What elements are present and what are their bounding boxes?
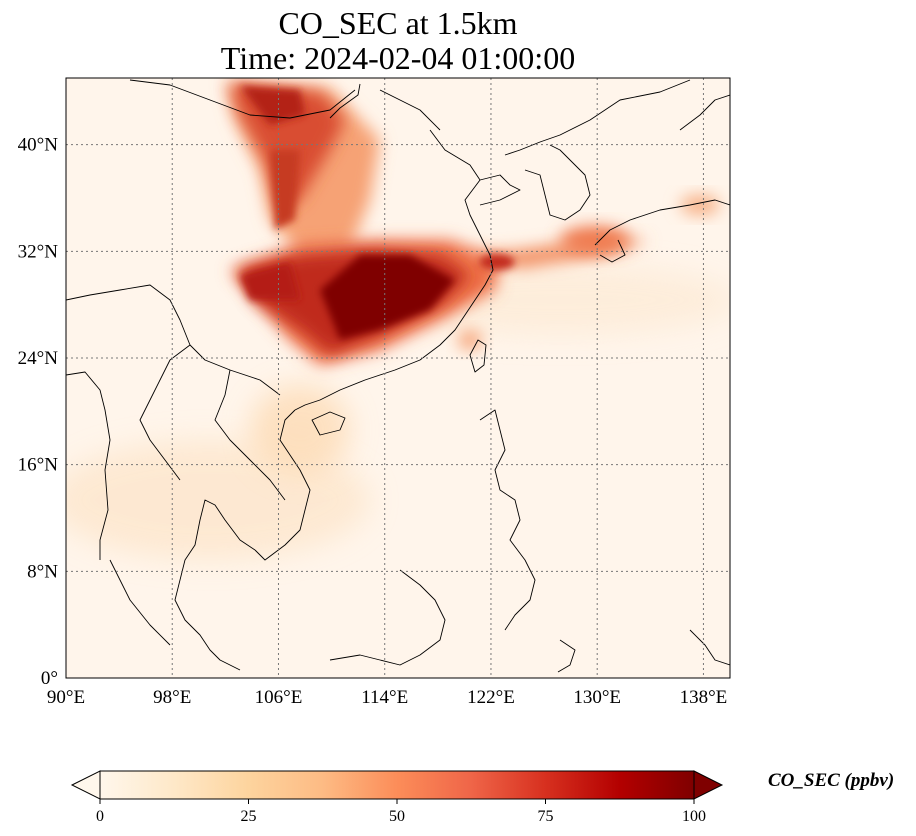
lon-tick-label: 130°E xyxy=(573,687,621,708)
map-frame xyxy=(65,77,731,679)
longitude-tick-labels: 90°E 98°E 106°E 114°E 122°E 130°E 138°E xyxy=(47,687,727,708)
colorbar-tick-label: 50 xyxy=(389,808,405,825)
lon-tick-label: 106°E xyxy=(255,687,303,708)
colorbar-tick-label: 75 xyxy=(538,808,554,825)
map-background xyxy=(66,78,730,678)
colorbar-tick-label: 25 xyxy=(241,808,257,825)
colorbar-tick-label: 100 xyxy=(682,808,706,825)
colorbar: 0 25 50 75 100 xyxy=(70,770,724,825)
latitude-tick-labels: 0° 8°N 16°N 24°N 32°N 40°N xyxy=(18,135,59,689)
map-subtitle-time: Time: 2024-02-04 01:00:00 xyxy=(220,40,576,76)
colorbar-gradient xyxy=(99,770,695,800)
lon-tick-label: 114°E xyxy=(361,687,408,708)
coastlines xyxy=(66,79,730,673)
lon-tick-label: 122°E xyxy=(467,687,515,708)
lon-tick-label: 90°E xyxy=(47,687,85,708)
lon-tick-label: 138°E xyxy=(680,687,728,708)
lat-tick-label: 16°N xyxy=(18,455,59,476)
lat-tick-label: 0° xyxy=(41,668,58,689)
lat-tick-label: 24°N xyxy=(18,348,59,369)
colorbar-extend-min xyxy=(70,770,101,800)
gridlines xyxy=(66,78,730,678)
colorbar-label: CO_SEC (ppbv) xyxy=(768,770,895,791)
lat-tick-label: 8°N xyxy=(27,561,58,582)
map-title: CO_SEC at 1.5km xyxy=(278,5,518,41)
colorbar-ticks: 0 25 50 75 100 xyxy=(96,799,706,825)
lat-tick-label: 40°N xyxy=(18,135,59,156)
colorbar-tick-label: 0 xyxy=(96,808,104,825)
colorbar-extend-max xyxy=(693,770,724,800)
lon-tick-label: 98°E xyxy=(153,687,191,708)
lat-tick-label: 32°N xyxy=(18,241,59,262)
